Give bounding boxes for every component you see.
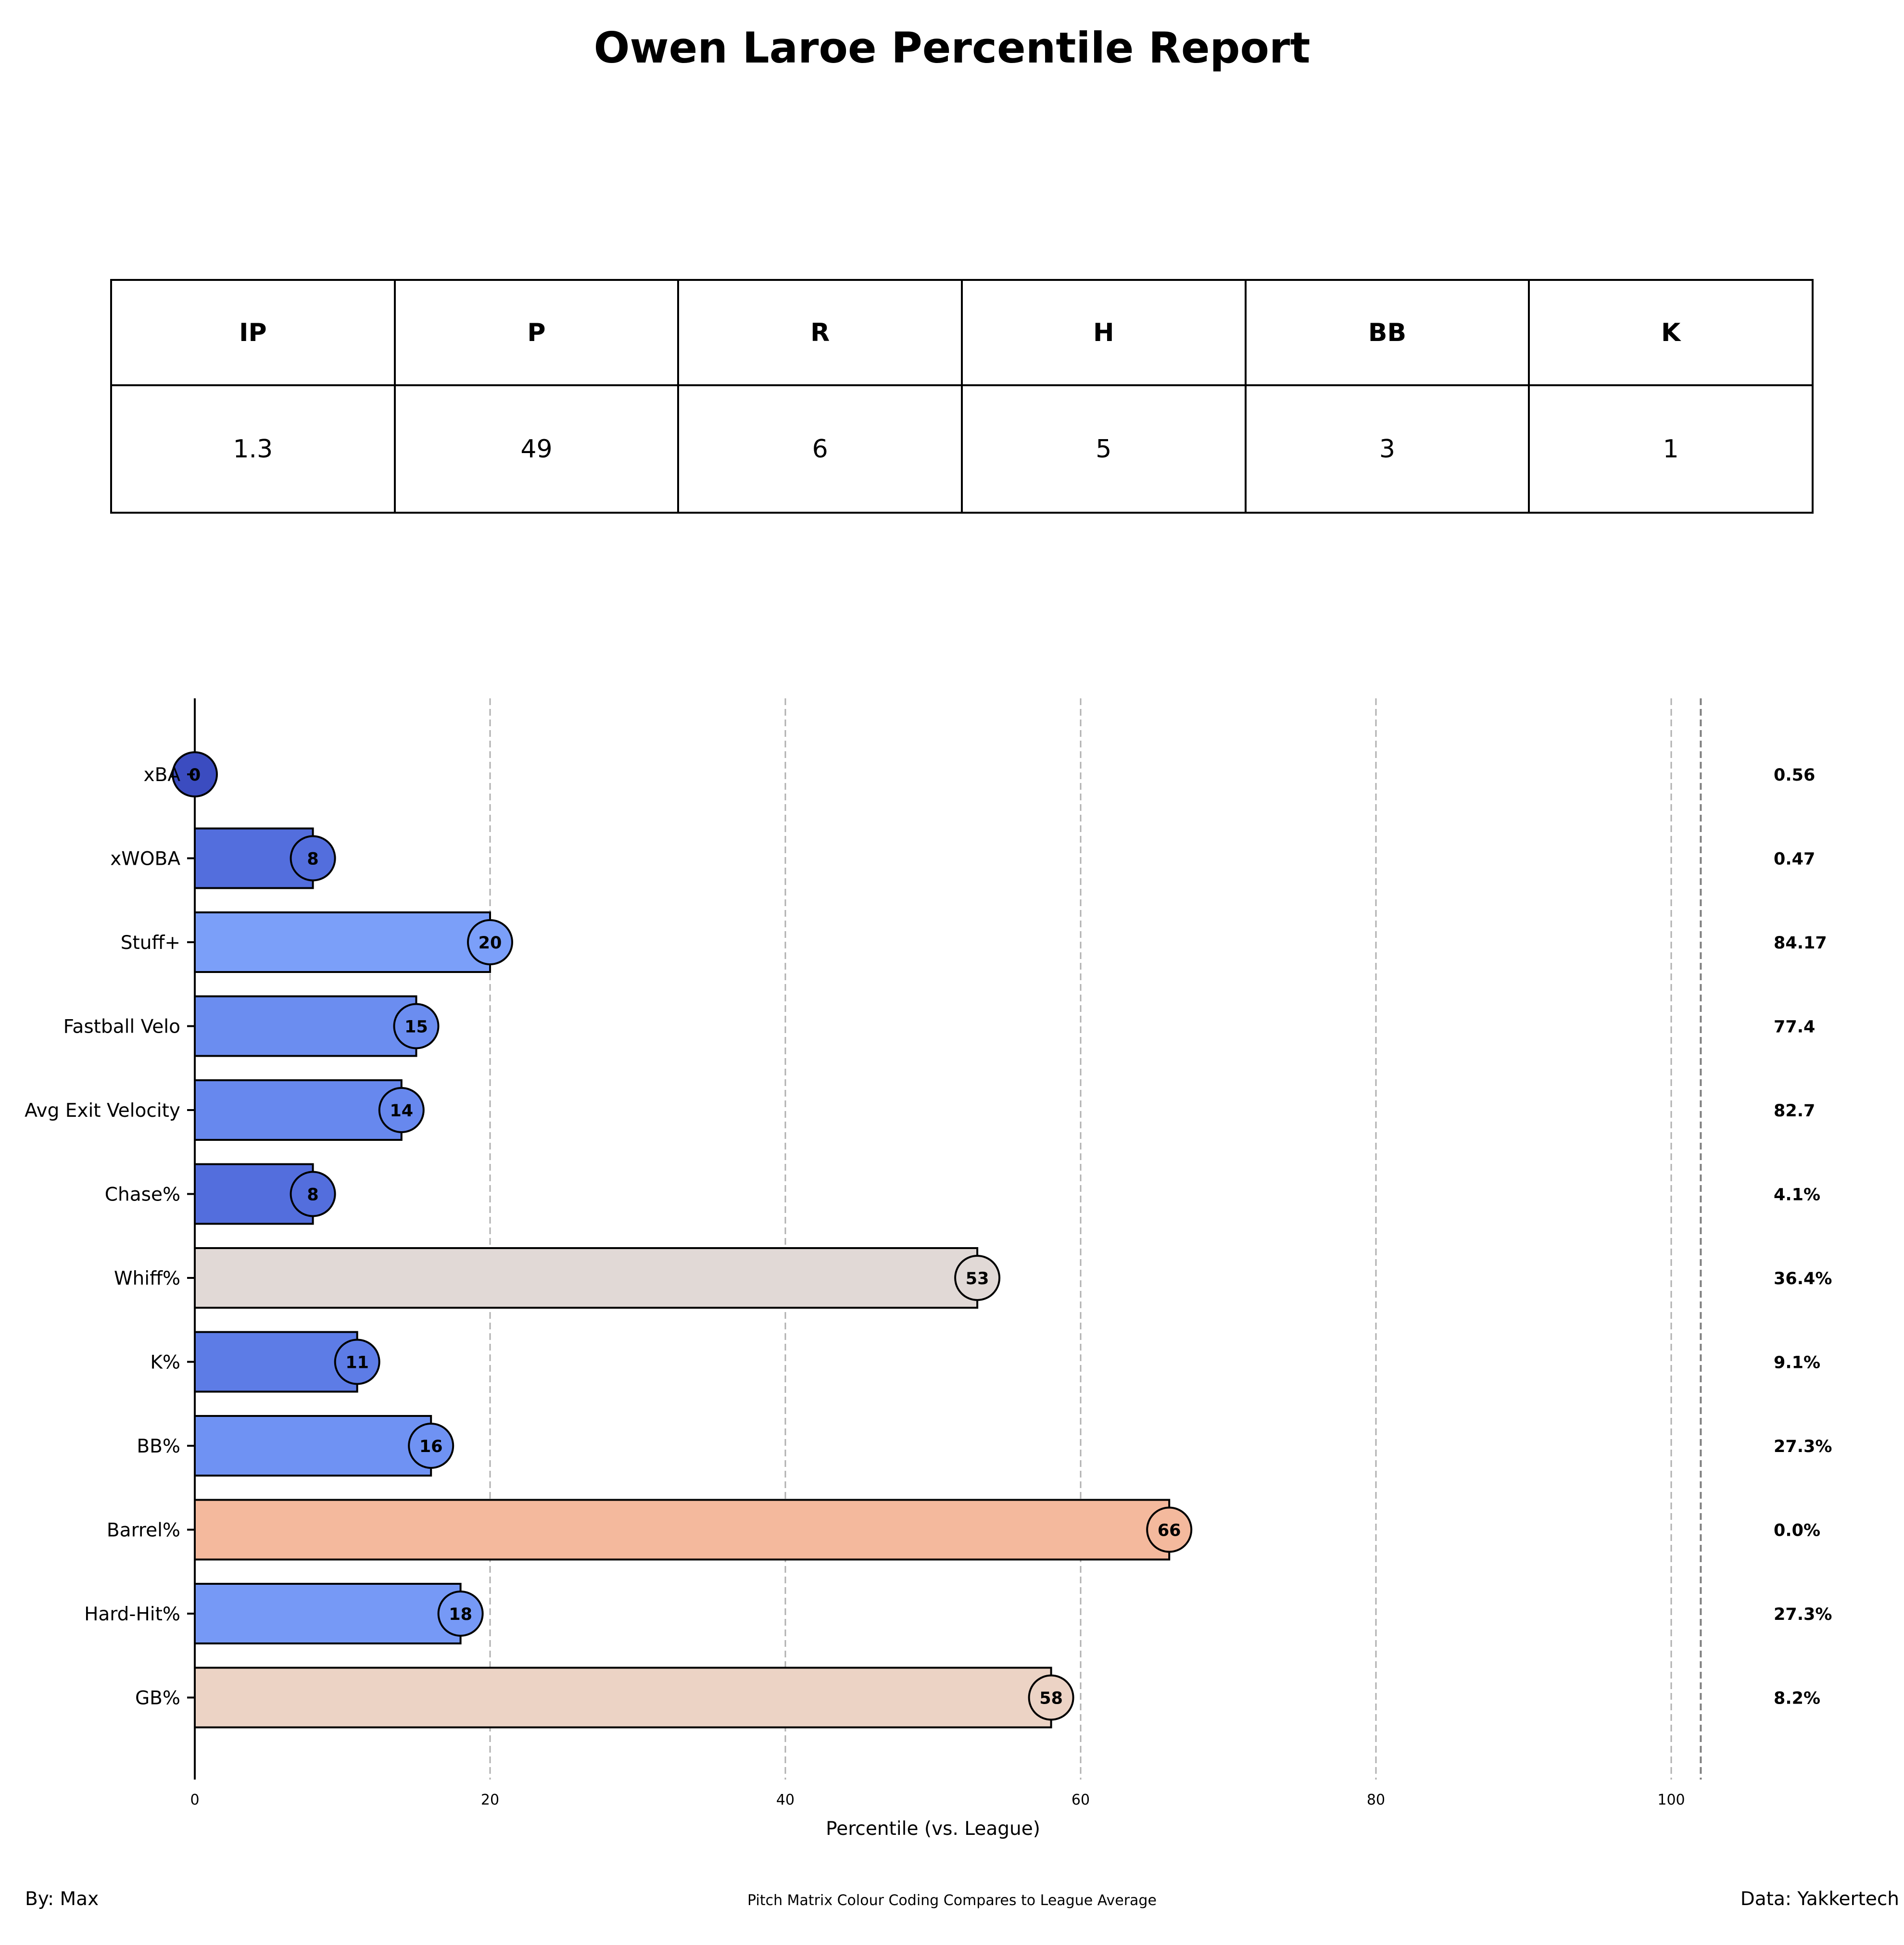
category-label: xBA (143, 764, 180, 786)
stats-table: IP P R H BB K 1.3 49 6 5 3 1 (110, 279, 1814, 514)
category-label: Chase% (105, 1184, 180, 1206)
value-marker (467, 919, 513, 965)
raw-value-label: 0.0% (1774, 1521, 1820, 1541)
stats-header-cell: H (960, 279, 1247, 386)
stats-header-cell: K (1528, 279, 1814, 386)
value-marker (290, 835, 336, 882)
stats-value-cell: 5 (960, 384, 1247, 514)
category-label: Avg Exit Velocity (25, 1100, 180, 1122)
raw-value-label: 27.3% (1774, 1605, 1832, 1624)
stats-header-cell: P (393, 279, 680, 386)
category-label: Barrel% (107, 1520, 180, 1541)
stats-value-cell: 6 (677, 384, 963, 514)
value-label: 16 (419, 1437, 443, 1456)
footer-author: By: Max (25, 1888, 99, 1910)
value-marker (334, 1339, 380, 1385)
bar (194, 1583, 462, 1644)
value-label: 15 (404, 1018, 428, 1037)
x-tick-label: 0 (190, 1792, 199, 1808)
category-label: Hard-Hit% (84, 1604, 180, 1625)
value-label: 8 (307, 850, 318, 869)
bar (194, 995, 417, 1057)
value-label: 58 (1039, 1689, 1063, 1708)
bar (194, 1331, 358, 1393)
stats-value-row: 1.3 49 6 5 3 1 (110, 384, 1814, 514)
bar (194, 1247, 979, 1309)
raw-value-label: 4.1% (1774, 1186, 1820, 1205)
raw-value-label: 84.17 (1774, 934, 1827, 953)
x-tick-label: 80 (1367, 1792, 1385, 1808)
value-marker (1028, 1674, 1074, 1721)
x-tick-label: 60 (1072, 1792, 1090, 1808)
value-label: 14 (390, 1101, 413, 1121)
stats-value-cell: 1.3 (110, 384, 396, 514)
page-title: Owen Laroe Percentile Report (593, 23, 1311, 73)
value-label: 53 (966, 1269, 989, 1288)
category-label: Fastball Velo (63, 1016, 180, 1038)
value-marker (954, 1255, 1001, 1301)
bar (194, 1415, 432, 1477)
category-label: K% (150, 1352, 180, 1374)
stats-header-cell: R (677, 279, 963, 386)
bar (194, 1667, 1052, 1729)
category-label: Whiff% (114, 1268, 180, 1289)
value-label: 8 (307, 1186, 318, 1205)
raw-value-label: 77.4 (1774, 1018, 1815, 1037)
x-tick-label: 100 (1657, 1792, 1685, 1808)
value-marker (1146, 1506, 1193, 1553)
stats-value-cell: 1 (1528, 384, 1814, 514)
x-axis-label: Percentile (vs. League) (826, 1818, 1040, 1840)
raw-value-label: 36.4% (1774, 1269, 1832, 1288)
value-label: 20 (479, 934, 502, 953)
stats-header-cell: IP (110, 279, 396, 386)
raw-value-label: 82.7 (1774, 1101, 1815, 1121)
value-marker (408, 1423, 454, 1469)
value-marker (393, 1003, 440, 1049)
stats-value-cell: 3 (1244, 384, 1530, 514)
bar (194, 1079, 403, 1141)
bar (194, 911, 491, 973)
raw-value-label: 27.3% (1774, 1437, 1832, 1456)
footer-source: Data: Yakkertech (1740, 1888, 1899, 1910)
x-tick-label: 40 (776, 1792, 794, 1808)
raw-value-label: 0.56 (1774, 766, 1815, 785)
value-label: 11 (345, 1353, 369, 1373)
category-label: BB% (137, 1436, 180, 1457)
stats-header-cell: BB (1244, 279, 1530, 386)
raw-value-label: 9.1% (1774, 1353, 1820, 1373)
category-label: GB% (135, 1688, 180, 1709)
category-label: xWOBA (110, 848, 180, 870)
bar (194, 1499, 1171, 1561)
footer-note: Pitch Matrix Colour Coding Compares to L… (747, 1892, 1157, 1909)
value-marker (437, 1591, 484, 1637)
value-label: 66 (1158, 1521, 1181, 1541)
category-label: Stuff+ (121, 932, 180, 954)
stats-value-cell: 49 (393, 384, 680, 514)
stats-header-row: IP P R H BB K (110, 279, 1814, 386)
value-marker (290, 1171, 336, 1217)
value-marker (378, 1087, 425, 1133)
raw-value-label: 8.2% (1774, 1689, 1820, 1708)
raw-value-label: 0.47 (1774, 850, 1815, 869)
x-tick-label: 20 (481, 1792, 499, 1808)
value-label: 18 (449, 1605, 472, 1624)
